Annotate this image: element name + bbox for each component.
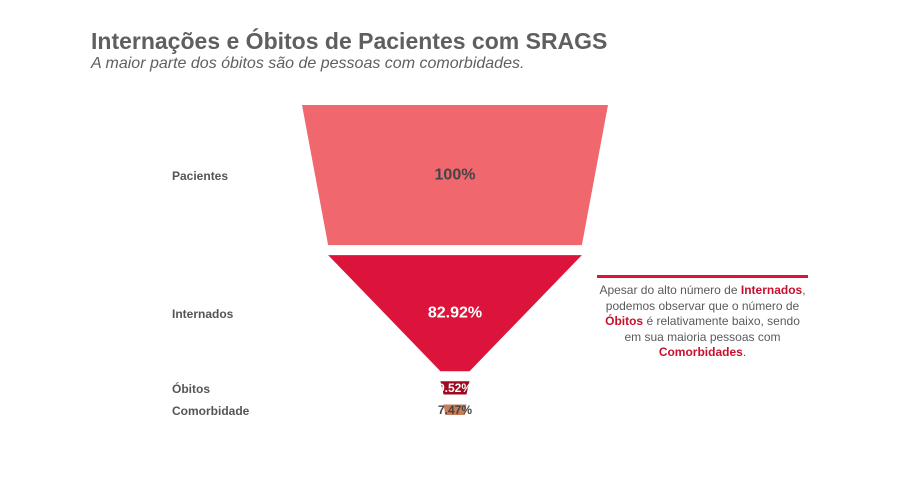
funnel-value-label-3: 9.52% (438, 381, 472, 395)
funnel-segment-4 (443, 404, 467, 415)
funnel-segment-2 (328, 255, 582, 372)
funnel-segment-1 (302, 105, 608, 246)
annotation-text-2: , podemos observar que o número de (605, 283, 806, 313)
funnel-value-label-4: 7.47% (438, 403, 472, 417)
funnel-value-label-2: 82.92% (428, 305, 482, 322)
annotation-highlight-internados: Internados (740, 283, 803, 297)
chart-subtitle: A maior parte dos óbitos são de pessoas … (91, 55, 525, 72)
funnel-category-label-3: Óbitos (172, 381, 210, 396)
annotation-text-1: Apesar do alto número de (599, 283, 741, 297)
funnel-value-label-1: 100% (435, 167, 476, 184)
annotation-highlight-obitos: Óbitos (605, 314, 644, 328)
funnel-category-label-2: Internados (172, 307, 234, 321)
chart-title: Internações e Óbitos de Pacientes com SR… (91, 28, 608, 54)
annotation-highlight-comorbidades: Comorbidades (658, 345, 743, 359)
annotation-text-4: . (742, 345, 747, 359)
annotation-box: Apesar do alto número de Internados, pod… (597, 275, 808, 361)
funnel-category-label-1: Pacientes (172, 169, 228, 183)
funnel-category-label-4: Comorbidade (172, 404, 250, 418)
annotation-text-3: é relativamente baixo, sendo em sua maio… (624, 314, 800, 344)
funnel-segment-3 (440, 381, 470, 395)
